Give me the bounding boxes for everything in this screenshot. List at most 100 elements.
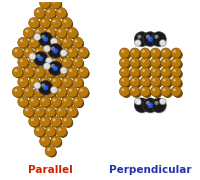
- Circle shape: [19, 97, 29, 108]
- Circle shape: [81, 89, 90, 99]
- Circle shape: [53, 138, 62, 147]
- Circle shape: [40, 17, 50, 28]
- Circle shape: [40, 38, 51, 49]
- Circle shape: [29, 116, 39, 127]
- Circle shape: [44, 120, 46, 123]
- Circle shape: [53, 99, 63, 108]
- Circle shape: [29, 53, 36, 60]
- Circle shape: [24, 68, 35, 78]
- Circle shape: [36, 108, 39, 111]
- Circle shape: [53, 21, 63, 30]
- Circle shape: [45, 126, 56, 137]
- Circle shape: [68, 28, 78, 39]
- Circle shape: [39, 82, 54, 96]
- Circle shape: [12, 67, 23, 78]
- Circle shape: [64, 59, 67, 62]
- Circle shape: [161, 67, 171, 77]
- Circle shape: [59, 129, 68, 138]
- Circle shape: [120, 49, 130, 59]
- Circle shape: [45, 47, 56, 58]
- Circle shape: [20, 39, 29, 49]
- Circle shape: [38, 51, 41, 54]
- Circle shape: [143, 51, 151, 59]
- Circle shape: [53, 39, 56, 42]
- Circle shape: [142, 88, 145, 91]
- Circle shape: [46, 127, 57, 138]
- Circle shape: [121, 79, 124, 82]
- Circle shape: [45, 87, 56, 97]
- Circle shape: [174, 90, 183, 98]
- Circle shape: [27, 110, 30, 113]
- Circle shape: [25, 89, 28, 92]
- Circle shape: [19, 38, 29, 49]
- Circle shape: [67, 67, 78, 78]
- Circle shape: [70, 89, 79, 99]
- Circle shape: [49, 62, 64, 77]
- Circle shape: [122, 70, 131, 78]
- Circle shape: [159, 98, 166, 105]
- Circle shape: [57, 127, 67, 138]
- Circle shape: [119, 86, 129, 96]
- Circle shape: [36, 30, 39, 33]
- Circle shape: [62, 51, 63, 53]
- Circle shape: [37, 30, 46, 39]
- Circle shape: [75, 60, 84, 69]
- Circle shape: [43, 139, 52, 148]
- Circle shape: [66, 61, 68, 64]
- Circle shape: [25, 30, 28, 33]
- Circle shape: [21, 99, 30, 108]
- Circle shape: [133, 61, 142, 69]
- Circle shape: [21, 60, 30, 69]
- Circle shape: [75, 99, 84, 108]
- Circle shape: [133, 70, 142, 79]
- Circle shape: [25, 49, 28, 52]
- Circle shape: [161, 77, 171, 87]
- Circle shape: [43, 45, 50, 52]
- Circle shape: [46, 68, 57, 78]
- Circle shape: [53, 20, 56, 23]
- Circle shape: [42, 0, 45, 3]
- Circle shape: [64, 21, 73, 30]
- Circle shape: [144, 52, 147, 55]
- Circle shape: [51, 116, 61, 127]
- Circle shape: [42, 138, 45, 141]
- Circle shape: [124, 71, 126, 74]
- Circle shape: [32, 60, 41, 69]
- Circle shape: [47, 128, 56, 137]
- Circle shape: [71, 31, 74, 34]
- Circle shape: [132, 89, 141, 98]
- Circle shape: [174, 51, 182, 59]
- Circle shape: [47, 148, 50, 151]
- Circle shape: [31, 20, 40, 29]
- Circle shape: [44, 86, 48, 90]
- Circle shape: [164, 70, 173, 79]
- Circle shape: [59, 70, 68, 79]
- Circle shape: [135, 98, 141, 105]
- Circle shape: [57, 87, 67, 98]
- Circle shape: [38, 31, 41, 34]
- Circle shape: [53, 79, 56, 82]
- Circle shape: [148, 103, 153, 108]
- Circle shape: [51, 137, 62, 147]
- Circle shape: [61, 17, 72, 28]
- Circle shape: [42, 118, 45, 121]
- Circle shape: [73, 97, 84, 108]
- Circle shape: [47, 108, 50, 111]
- Circle shape: [53, 66, 58, 71]
- Circle shape: [44, 46, 51, 53]
- Circle shape: [53, 59, 62, 68]
- Circle shape: [34, 126, 45, 137]
- Circle shape: [143, 61, 152, 69]
- Circle shape: [58, 49, 61, 52]
- Circle shape: [60, 130, 63, 133]
- Circle shape: [135, 99, 150, 114]
- Circle shape: [163, 50, 166, 53]
- Circle shape: [75, 99, 78, 102]
- Circle shape: [132, 51, 141, 59]
- Circle shape: [133, 90, 142, 98]
- Circle shape: [20, 79, 23, 82]
- Circle shape: [56, 106, 67, 117]
- Circle shape: [143, 60, 151, 69]
- Circle shape: [34, 8, 45, 18]
- Circle shape: [29, 57, 39, 68]
